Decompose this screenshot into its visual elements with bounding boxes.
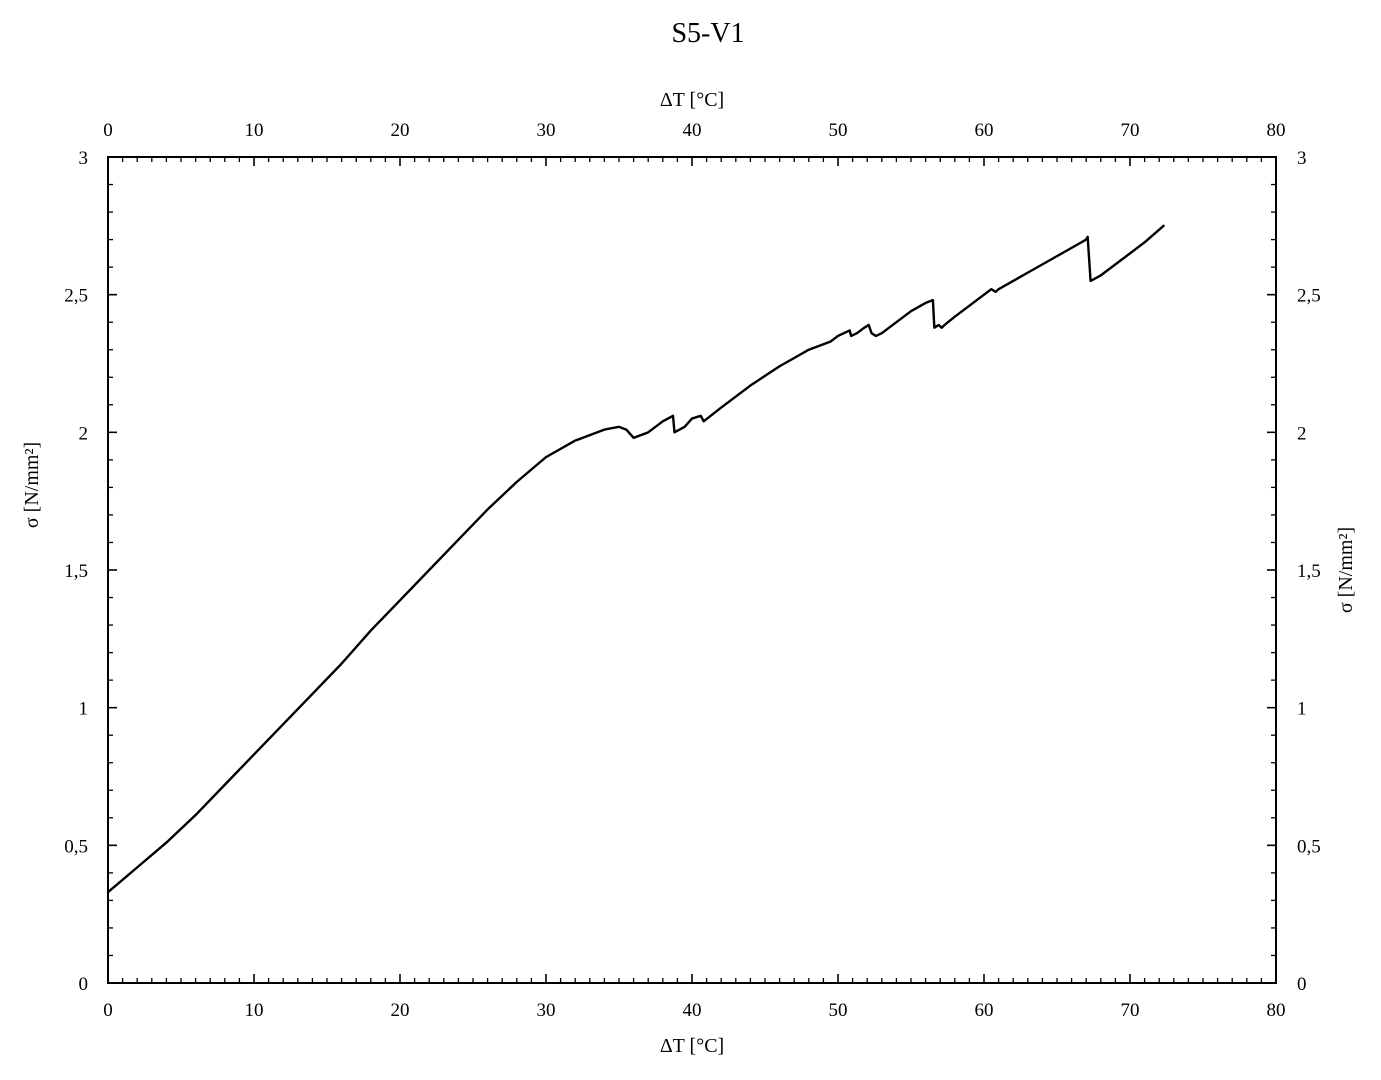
x-tick-label-bottom: 50 [829,1000,848,1021]
x-tick-label-bottom: 40 [683,1000,702,1021]
x-tick-label-bottom: 60 [975,1000,994,1021]
y-tick-label-left: 0 [79,974,89,995]
y-tick-label-right: 0,5 [1297,836,1321,857]
y-tick-label-left: 1,5 [64,561,88,582]
x-tick-label-bottom: 0 [103,1000,113,1021]
y-axis-label-right: σ [N/mm²] [1335,527,1357,613]
major-ticks [107,156,1277,984]
x-tick-label-bottom: 80 [1267,1000,1286,1021]
series-line [106,224,1165,894]
y-tick-label-right: 1,5 [1297,561,1321,582]
x-tick-label-top: 0 [103,120,113,141]
y-tick-label-right: 1 [1297,699,1307,720]
y-tick-label-left: 2 [79,423,89,444]
x-tick-label-top: 50 [829,120,848,141]
x-tick-label-top: 70 [1121,120,1140,141]
minor-ticks [108,157,1276,983]
x-axis-label-bottom: ΔT [°C] [660,1035,724,1057]
x-tick-label-top: 30 [537,120,556,141]
x-tick-label-top: 60 [975,120,994,141]
y-tick-label-left: 3 [79,148,89,169]
plot-frame [107,156,1277,984]
chart-title: S5-V1 [671,18,744,49]
series-group [106,224,1165,894]
y-tick-label-right: 3 [1297,148,1307,169]
x-tick-label-top: 80 [1267,120,1286,141]
y-tick-label-left: 2,5 [64,286,88,307]
y-axis-label-left: σ [N/mm²] [21,442,43,528]
x-tick-label-top: 40 [683,120,702,141]
x-axis-label-top: ΔT [°C] [660,89,724,111]
y-tick-label-left: 0,5 [64,836,88,857]
x-tick-label-top: 20 [391,120,410,141]
y-tick-label-right: 0 [1297,974,1307,995]
x-tick-label-top: 10 [245,120,264,141]
y-tick-label-right: 2 [1297,423,1307,444]
x-tick-label-bottom: 70 [1121,1000,1140,1021]
x-tick-label-bottom: 10 [245,1000,264,1021]
x-tick-label-bottom: 20 [391,1000,410,1021]
y-tick-label-left: 1 [79,699,89,720]
y-tick-label-right: 2,5 [1297,286,1321,307]
x-tick-label-bottom: 30 [537,1000,556,1021]
